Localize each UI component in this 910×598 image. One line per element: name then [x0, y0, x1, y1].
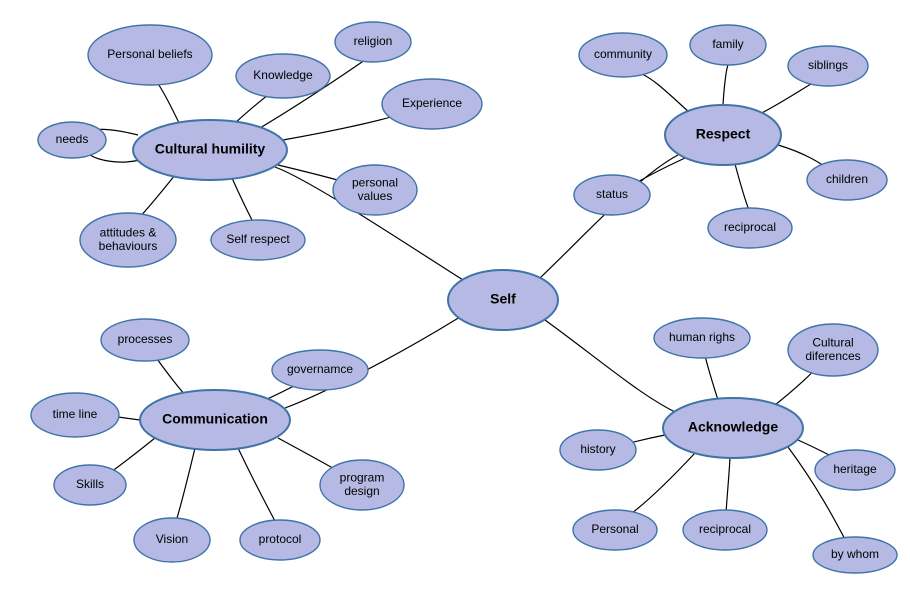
node-cultural_humility: Cultural humility [133, 120, 287, 180]
edge-communication-protocol [238, 448, 277, 525]
edge-communication-vision [175, 448, 195, 525]
node-processes: processes [101, 319, 189, 361]
node-respect: Respect [665, 105, 781, 165]
node-family: family [690, 25, 766, 65]
edge-self-respect [540, 155, 678, 278]
node-personal_beliefs: Personal beliefs [88, 25, 212, 85]
node-communication: Communication [140, 390, 290, 450]
edge-acknowledge-reciprocal2 [726, 458, 730, 515]
node-cultural_differences: Culturaldiferences [788, 324, 878, 376]
edge-cultural_humility-experience [283, 114, 400, 140]
node-children: children [807, 160, 887, 200]
node-attitudes_behaviours: attitudes &behaviours [80, 213, 176, 267]
node-protocol: protocol [240, 520, 320, 560]
node-by_whom: by whom [813, 537, 897, 573]
node-status: status [574, 175, 650, 215]
node-vision: Vision [134, 518, 210, 562]
mindmap-diagram: Self Respect community family siblings childr… [0, 0, 910, 598]
node-skills: Skills [54, 465, 126, 505]
node-heritage: heritage [815, 450, 895, 490]
node-experience: Experience [382, 79, 482, 129]
node-community: community [579, 33, 667, 77]
edge-respect-community [642, 74, 690, 113]
node-knowledge: Knowledge [236, 54, 330, 98]
node-siblings: siblings [788, 46, 868, 86]
nodes-layer: Self Respect community family siblings childr… [31, 22, 897, 573]
node-history: history [560, 430, 636, 470]
edge-respect-family [723, 65, 728, 105]
edge-cultural_humility-needs [90, 155, 140, 162]
node-program_design: programdesign [320, 460, 404, 510]
node-human_rights: human righs [654, 318, 750, 358]
node-reciprocal1: reciprocal [708, 208, 792, 248]
edge-cultural_humility-personal_beliefs [155, 80, 180, 125]
edge-respect-siblings [760, 80, 818, 114]
node-self: Self [448, 270, 558, 330]
edge-respect-reciprocal1 [735, 164, 749, 210]
node-personal2: Personal [573, 510, 657, 550]
node-self_respect: Self respect [211, 220, 305, 260]
node-needs: needs [38, 122, 106, 158]
node-governance: governamce [272, 350, 368, 390]
node-acknowledge: Acknowledge [663, 398, 803, 458]
edge-acknowledge-personal2 [625, 453, 695, 518]
node-time_line: time line [31, 393, 119, 437]
edge-acknowledge-human_rights [704, 352, 718, 400]
node-reciprocal2: reciprocal [683, 510, 767, 550]
node-religion: religion [335, 22, 411, 62]
node-personal_values: personalvalues [333, 165, 417, 215]
edge-communication-time_line [118, 417, 140, 420]
